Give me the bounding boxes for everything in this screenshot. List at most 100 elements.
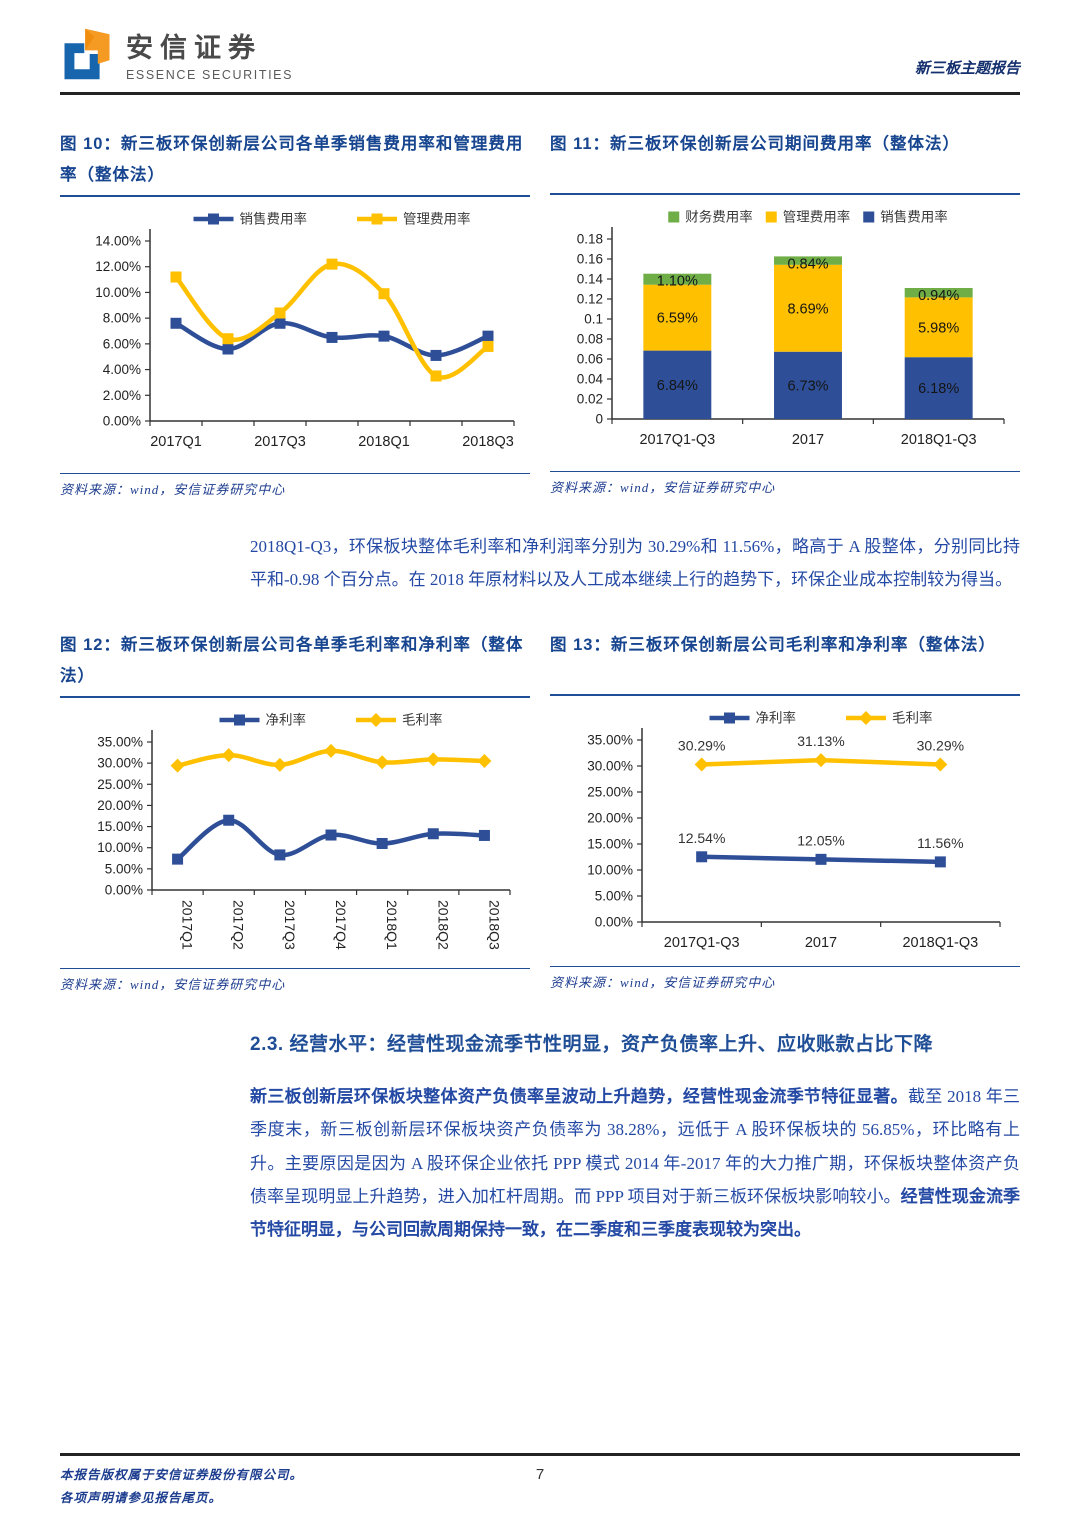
svg-text:8.00%: 8.00% [103,311,141,326]
section-heading-2-3: 2.3. 经营水平：经营性现金流季节性明显，资产负债率上升、应收账款占比下降 [250,1034,933,1056]
svg-text:2018Q1: 2018Q1 [384,900,400,950]
svg-text:6.18%: 6.18% [918,381,959,397]
svg-text:0.06: 0.06 [577,352,603,367]
svg-text:8.69%: 8.69% [787,301,828,317]
header-rule [60,92,1020,95]
svg-text:2017Q1-Q3: 2017Q1-Q3 [664,935,740,951]
svg-text:30.00%: 30.00% [97,756,143,771]
figure-11: 图 11：新三板环保创新层公司期间费用率（整体法） 0 0.02 0.04 0.06 0… [550,129,1020,498]
paragraph-margin-analysis: 2018Q1-Q3，环保板块整体毛利率和净利润率分别为 30.29%和 11.5… [250,537,1020,590]
svg-text:25.00%: 25.00% [97,777,143,792]
svg-text:2018Q2: 2018Q2 [435,900,451,950]
svg-text:2017Q1: 2017Q1 [150,434,202,450]
svg-text:0: 0 [595,412,603,427]
svg-text:12.05%: 12.05% [797,833,844,849]
svg-text:2017Q2: 2017Q2 [231,900,247,950]
svg-text:0.12: 0.12 [577,292,603,307]
svg-text:6.84%: 6.84% [657,378,698,394]
svg-text:0.84%: 0.84% [787,256,828,272]
svg-text:10.00%: 10.00% [97,841,143,856]
p2-bold-tail: 经营性现金流季节特征明显，与公司回款周期保持一致，在二季度和三季度表现较为突出。 [250,1186,1021,1239]
svg-text:0.1: 0.1 [584,312,603,327]
svg-text:2018Q1: 2018Q1 [358,434,410,450]
figure-row-2: 图 12：新三板环保创新层公司各单季毛利率和净利率（整体法） 0.00% 5.00… [60,630,1020,993]
svg-text:30.29%: 30.29% [917,738,964,754]
figure-12-source: 资料来源：wind，安信证券研究中心 [60,968,530,993]
svg-text:销售费用率: 销售费用率 [240,211,308,227]
figure-12: 图 12：新三板环保创新层公司各单季毛利率和净利率（整体法） 0.00% 5.00… [60,630,530,993]
svg-text:2017Q1-Q3: 2017Q1-Q3 [639,432,715,448]
page-number: 7 [535,1465,545,1483]
page-footer: 本报告版权属于安信证券股份有限公司。 各项声明请参见报告尾页。 7 [60,1452,1020,1512]
svg-text:0.14: 0.14 [577,272,604,287]
svg-text:35.00%: 35.00% [587,733,633,748]
svg-text:2.00%: 2.00% [103,388,141,403]
svg-text:财务费用率: 财务费用率 [685,209,753,225]
brand-name-en: ESSENCE SECURITIES [126,68,294,82]
copyright-line-2: 各项声明请参见报告尾页。 [60,1491,223,1506]
svg-text:0.00%: 0.00% [105,883,143,898]
figure-row-1: 图 10：新三板环保创新层公司各单季销售费用率和管理费用率（整体法） 0.00%… [60,129,1020,498]
svg-text:2017Q1: 2017Q1 [180,900,196,950]
fig10-expense-ratio-line-chart: 0.00% 2.00% 4.00% 6.00% 8.00% 10.00% 12.00% 14.… [95,211,515,450]
svg-text:0.08: 0.08 [577,332,603,347]
figure-13: 图 13：新三板环保创新层公司毛利率和净利率（整体法） 0.00% 5.00% 10… [550,630,1020,993]
svg-text:2018Q3: 2018Q3 [462,434,514,450]
svg-text:35.00%: 35.00% [97,735,143,750]
figure-11-source: 资料来源：wind，安信证券研究中心 [550,471,1020,496]
svg-text:6.59%: 6.59% [657,311,698,327]
svg-text:0.04: 0.04 [577,372,604,387]
svg-text:6.73%: 6.73% [787,378,828,394]
p2-bold-lead: 新三板创新层环保板块整体资产负债率呈波动上升趋势，经营性现金流季节特征显著。 [250,1087,908,1107]
page-header: 安信证券 ESSENCE SECURITIES 新三板主题报告 [60,26,1020,92]
figure-10: 图 10：新三板环保创新层公司各单季销售费用率和管理费用率（整体法） 0.00%… [60,129,530,498]
svg-text:6.00%: 6.00% [103,336,141,351]
figure-10-source: 资料来源：wind，安信证券研究中心 [60,473,530,498]
figure-13-title: 图 13：新三板环保创新层公司毛利率和净利率（整体法） [550,630,1020,697]
figure-11-title: 图 11：新三板环保创新层公司期间费用率（整体法） [550,129,1020,195]
svg-text:0.18: 0.18 [577,232,603,247]
brand: 安信证券 ESSENCE SECURITIES [60,26,293,82]
p2-normal-body: 截至 2018 年三季度末，新三板创新层环保板块资产负债率为 38.28%，远低… [250,1087,1021,1206]
copyright-line-1: 本报告版权属于安信证券股份有限公司。 [60,1467,304,1482]
svg-text:12.54%: 12.54% [678,830,725,846]
svg-text:1.10%: 1.10% [657,274,698,290]
svg-text:净利率: 净利率 [756,710,797,726]
fig11-period-expense-stacked-bar-chart: 0 0.02 0.04 0.06 0.08 0.1 0.12 0.14 0.16 0.18 2017… [577,209,1005,448]
svg-text:12.00%: 12.00% [95,259,141,274]
svg-text:5.00%: 5.00% [595,889,633,904]
figure-12-title: 图 12：新三板环保创新层公司各单季毛利率和净利率（整体法） [60,630,530,699]
svg-text:0.00%: 0.00% [595,915,633,930]
svg-text:15.00%: 15.00% [97,819,143,834]
svg-text:20.00%: 20.00% [587,811,633,826]
svg-text:20.00%: 20.00% [97,798,143,813]
svg-text:4.00%: 4.00% [103,362,141,377]
svg-text:5.00%: 5.00% [105,862,143,877]
svg-text:31.13%: 31.13% [797,733,844,749]
footer-rule [60,1452,1020,1456]
svg-text:2018Q1-Q3: 2018Q1-Q3 [902,935,978,951]
brand-name-cn: 安信证券 [126,33,262,63]
svg-text:30.00%: 30.00% [587,759,633,774]
svg-text:净利率: 净利率 [266,712,307,728]
essence-logo-icon [64,28,110,80]
svg-text:15.00%: 15.00% [587,837,633,852]
svg-text:0.16: 0.16 [577,252,603,267]
svg-text:销售费用率: 销售费用率 [880,209,948,225]
svg-text:14.00%: 14.00% [95,234,141,249]
svg-text:2017Q3: 2017Q3 [254,434,306,450]
svg-text:5.98%: 5.98% [918,320,959,336]
figure-13-source: 资料来源：wind，安信证券研究中心 [550,966,1020,991]
svg-text:2018Q1-Q3: 2018Q1-Q3 [901,432,977,448]
paragraph-operating-level: 新三板创新层环保板块整体资产负债率呈波动上升趋势，经营性现金流季节特征显著。截至… [250,1080,1020,1246]
svg-text:10.00%: 10.00% [587,863,633,878]
fig13-margin-line-chart: 0.00% 5.00% 10.00% 15.00% 20.00% 25.00% 30.00%… [587,710,1001,951]
svg-text:0.94%: 0.94% [918,288,959,304]
svg-text:毛利率: 毛利率 [892,710,933,726]
svg-text:2017: 2017 [805,935,837,951]
svg-text:0.02: 0.02 [577,392,603,407]
svg-text:管理费用率: 管理费用率 [783,209,851,225]
report-type-label: 新三板主题报告 [914,61,1020,77]
svg-text:2018Q3: 2018Q3 [486,900,502,950]
